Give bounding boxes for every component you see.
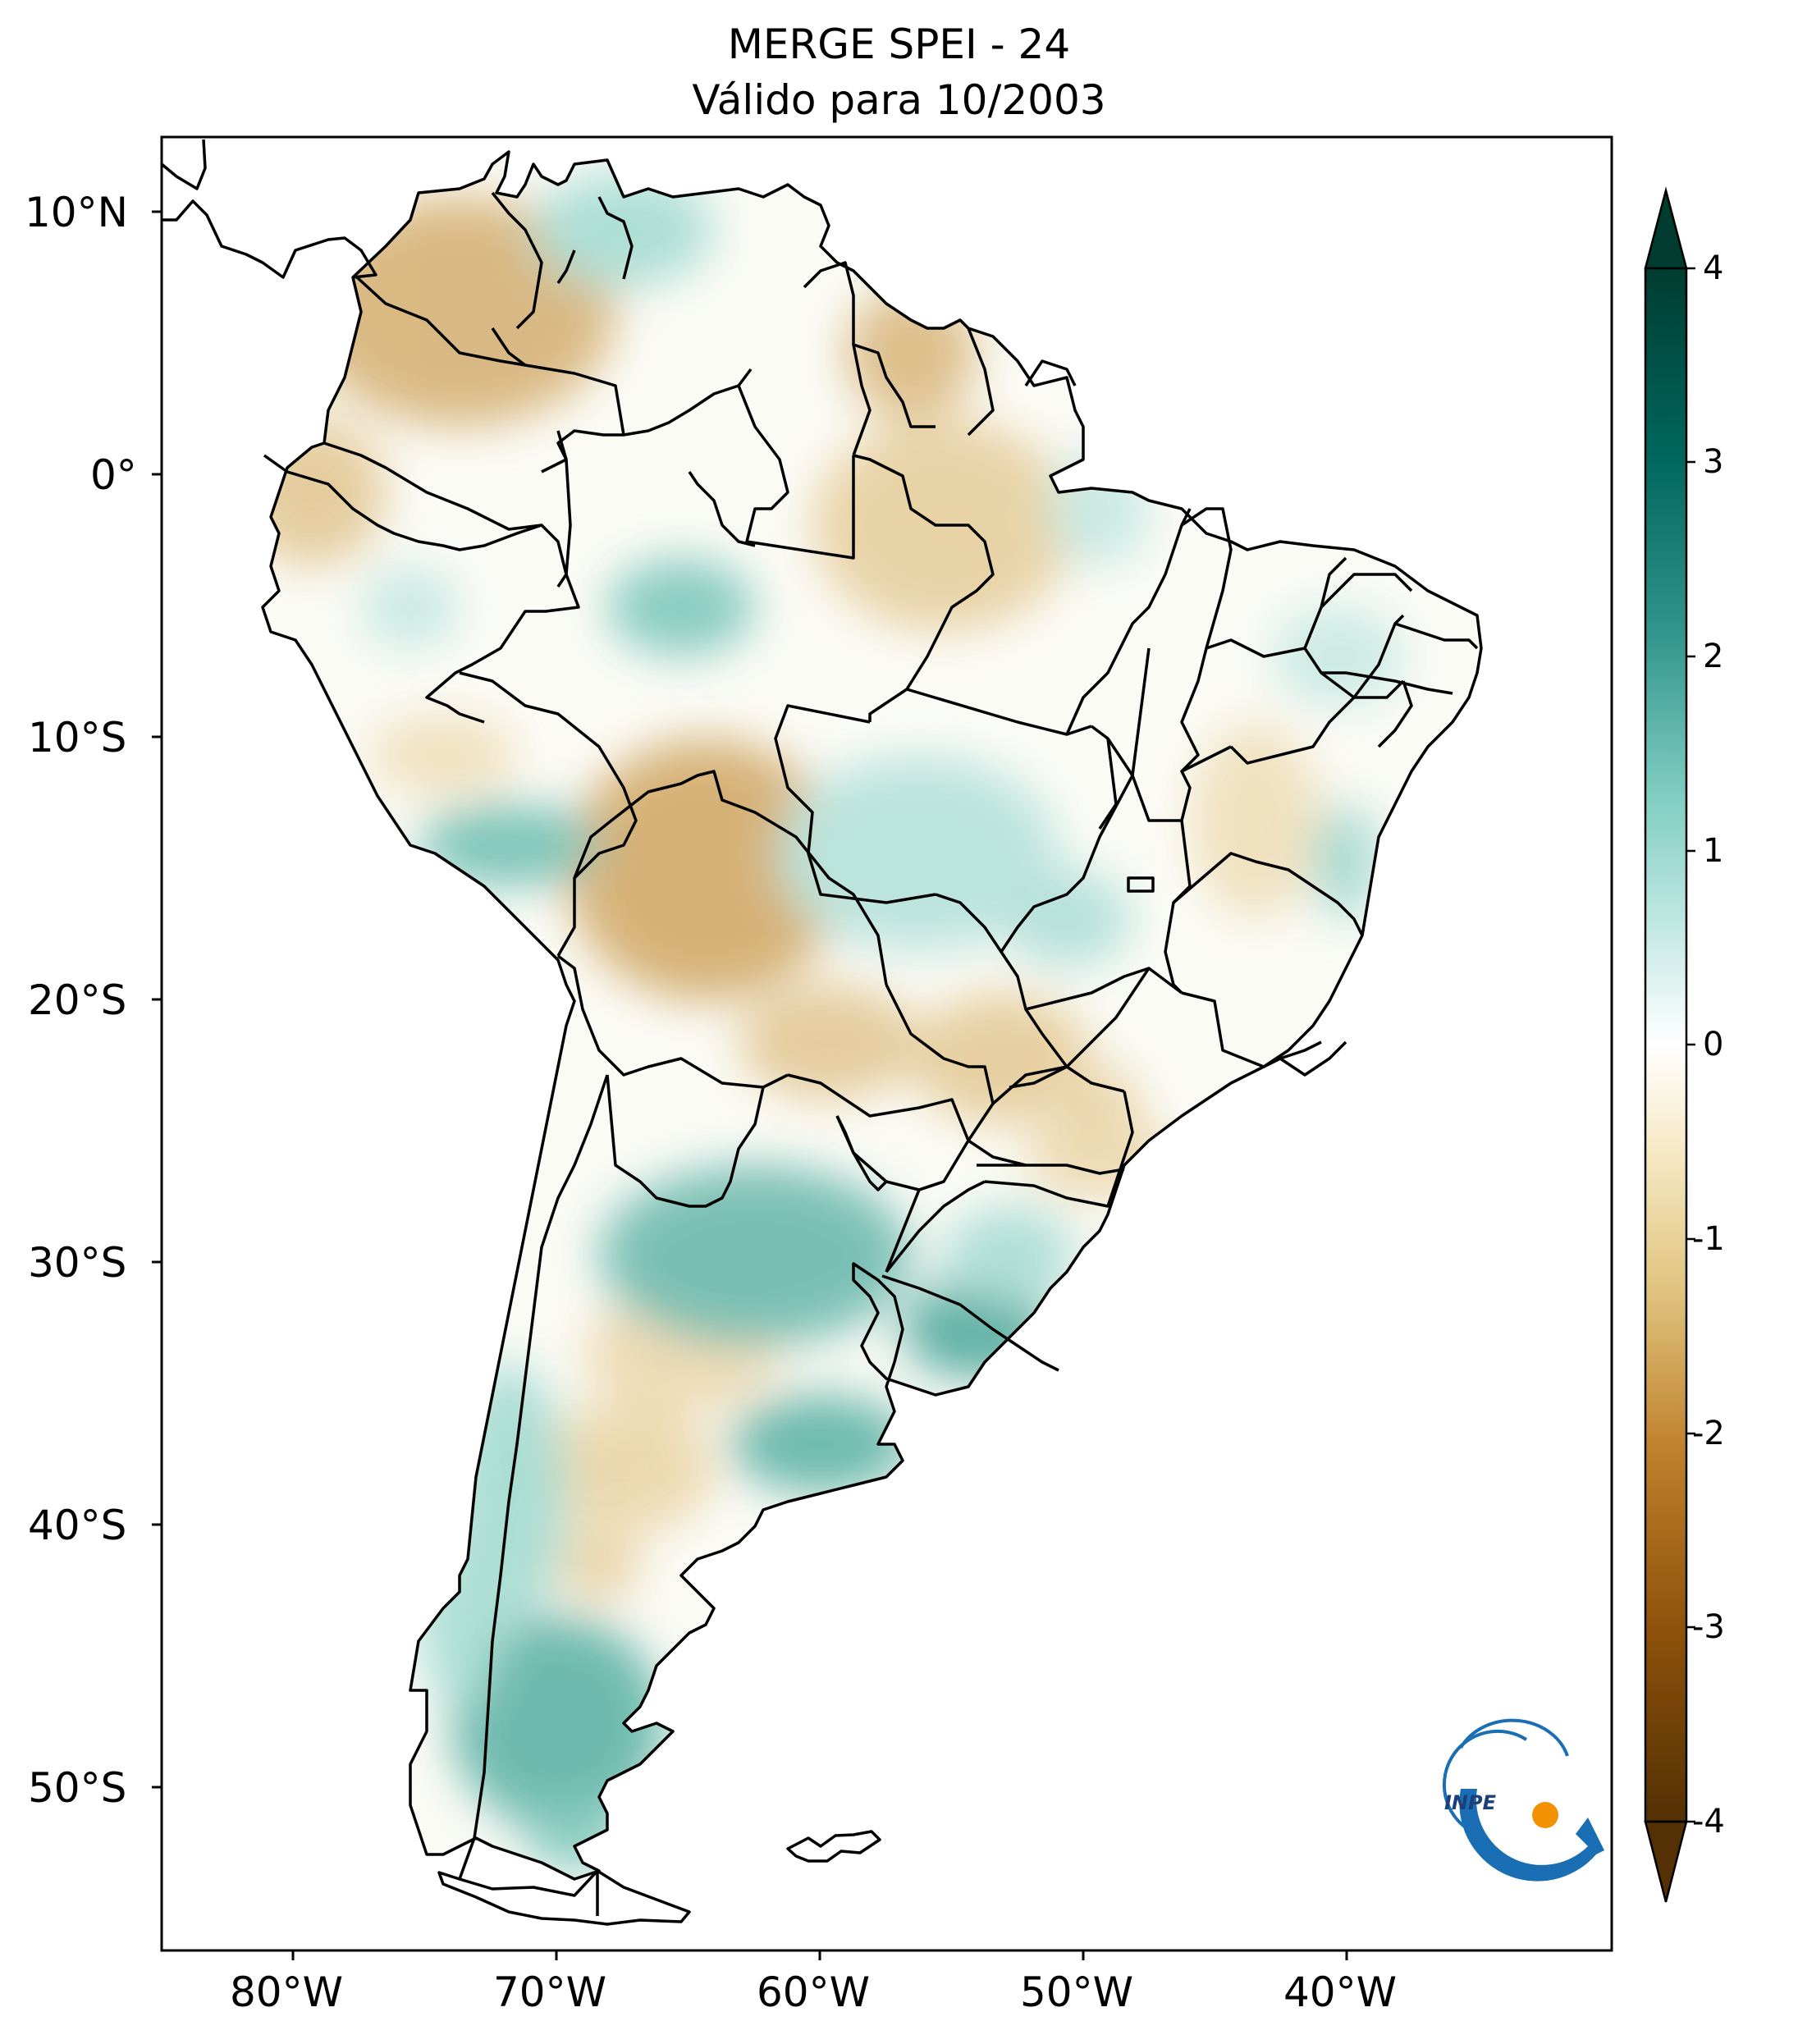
lon-tick-60w: 60°W xyxy=(757,1969,871,2016)
lon-tick-80w: 80°W xyxy=(230,1969,344,2016)
logo-orbit-inner xyxy=(1442,1729,1528,1831)
colorbar-label-1: 1 xyxy=(1703,832,1724,870)
lat-tick-10s: 10°S xyxy=(28,714,127,761)
colorbar-extend-min xyxy=(1644,1820,1688,1903)
lat-tick-20s: 20°S xyxy=(28,976,127,1024)
lon-tick-40w: 40°W xyxy=(1283,1969,1398,2016)
colorbar-gradient xyxy=(1645,268,1686,1822)
lon-tick-50w: 50°W xyxy=(1020,1969,1134,2016)
map-subtitle: Válido para 10/2003 xyxy=(692,76,1106,124)
logo-orbit xyxy=(1459,1718,1569,1757)
colorbar-label-neg2: -2 xyxy=(1692,1415,1725,1452)
colorbar-label-neg4: -4 xyxy=(1692,1803,1725,1841)
colorbar-label-neg1: -1 xyxy=(1692,1220,1725,1258)
lat-tick-50s: 50°S xyxy=(28,1764,127,1812)
colorbar-label-2: 2 xyxy=(1703,638,1724,675)
colorbar-label-3: 3 xyxy=(1703,443,1724,481)
colorbar-label-neg3: -3 xyxy=(1692,1608,1725,1646)
lat-tick-40s: 40°S xyxy=(28,1502,127,1549)
map-frame xyxy=(160,135,1613,1952)
colorbar-label-4: 4 xyxy=(1703,249,1724,287)
colorbar-extend-max xyxy=(1644,186,1688,270)
colorbar-ticks xyxy=(1686,267,1695,1823)
map-title: MERGE SPEI - 24 xyxy=(727,21,1071,68)
lat-tick-10n: 10°N xyxy=(25,189,129,236)
logo-sun-icon xyxy=(1532,1802,1558,1828)
logo-text: INPE xyxy=(1444,1791,1497,1814)
lat-tick-30s: 30°S xyxy=(28,1239,127,1287)
logo-swoosh xyxy=(1459,1789,1604,1882)
lat-tick-0: 0° xyxy=(90,451,137,499)
colorbar-label-0: 0 xyxy=(1703,1026,1724,1063)
axis-ticks xyxy=(152,210,1348,1960)
inpe-logo: INPE xyxy=(1442,1718,1604,1882)
lon-tick-70w: 70°W xyxy=(493,1969,607,2016)
colorbar xyxy=(1644,186,1695,1903)
country-borders xyxy=(160,139,1483,1926)
